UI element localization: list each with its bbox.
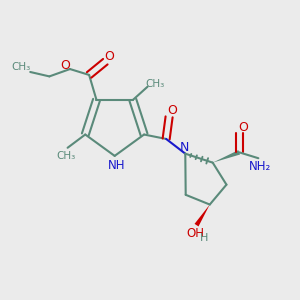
- Text: O: O: [168, 104, 178, 118]
- Polygon shape: [194, 205, 210, 226]
- Text: NH: NH: [107, 159, 125, 172]
- Text: CH₃: CH₃: [56, 151, 76, 161]
- Text: O: O: [60, 59, 70, 72]
- Text: O: O: [104, 50, 114, 63]
- Text: CH₃: CH₃: [12, 62, 31, 72]
- Text: OH: OH: [186, 227, 204, 240]
- Polygon shape: [213, 150, 240, 163]
- Text: O: O: [238, 122, 248, 134]
- Text: CH₃: CH₃: [145, 79, 164, 89]
- Text: H: H: [200, 232, 208, 242]
- Text: N: N: [180, 141, 189, 154]
- Text: NH₂: NH₂: [249, 160, 271, 173]
